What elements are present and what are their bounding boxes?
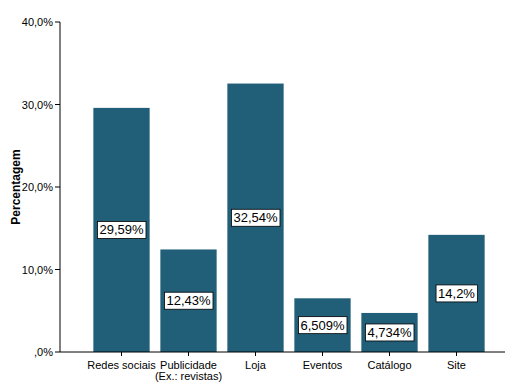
data-label: 29,59% xyxy=(99,222,144,237)
y-tick-label: 40,0% xyxy=(22,16,53,28)
y-tick-label: ,0% xyxy=(34,346,53,358)
y-axis-label: Percentagem xyxy=(9,149,23,224)
bar xyxy=(428,235,484,352)
x-tick-label-line: (Ex.: revistas) xyxy=(155,370,222,382)
x-tick xyxy=(121,352,122,356)
y-tick-label: 10,0% xyxy=(22,264,53,276)
data-label: 32,54% xyxy=(233,210,278,225)
x-tick-label: Catálogo xyxy=(367,359,411,371)
x-tick xyxy=(456,352,457,356)
x-tick xyxy=(188,352,189,356)
data-label-box xyxy=(164,292,213,309)
data-label-group: 32,54% xyxy=(231,209,280,226)
data-label-box xyxy=(365,324,414,341)
bar xyxy=(227,84,283,352)
chart: 29,59% 12,43% 32,54% 6,509% 4,734% 14,2% ,0% 10… xyxy=(0,0,516,387)
bars xyxy=(93,84,484,352)
x-axis xyxy=(60,352,505,353)
data-label-box xyxy=(436,285,477,302)
x-tick xyxy=(255,352,256,356)
y-tick xyxy=(55,352,60,353)
data-label-group: 29,59% xyxy=(97,221,146,238)
data-label: 14,2% xyxy=(438,286,475,301)
data-label-box xyxy=(97,221,146,238)
bar xyxy=(93,108,149,352)
data-label: 12,43% xyxy=(166,293,211,308)
data-label-group: 6,509% xyxy=(298,317,347,334)
data-label-group: 14,2% xyxy=(436,285,477,302)
y-tick xyxy=(55,187,60,188)
data-label-box xyxy=(298,317,347,334)
x-tick-label: Loja xyxy=(245,359,267,371)
data-label-box xyxy=(231,209,280,226)
data-label-group: 12,43% xyxy=(164,292,213,309)
y-tick xyxy=(55,104,60,105)
bar xyxy=(160,249,216,352)
data-label: 6,509% xyxy=(300,318,345,333)
y-tick xyxy=(55,22,60,23)
y-tick-label: 20,0% xyxy=(22,181,53,193)
x-tick-label: Publicidade(Ex.: revistas) xyxy=(155,359,222,382)
bar xyxy=(361,313,417,352)
x-tick xyxy=(389,352,390,356)
x-tick-label: Site xyxy=(447,359,466,371)
y-tick-label: 30,0% xyxy=(22,99,53,111)
x-tick-label: Eventos xyxy=(303,359,343,371)
x-tick xyxy=(322,352,323,356)
y-tick xyxy=(55,269,60,270)
data-label-group: 4,734% xyxy=(365,324,414,341)
data-label: 4,734% xyxy=(367,325,412,340)
x-tick-label: Redes sociais xyxy=(87,359,156,371)
bar xyxy=(294,298,350,352)
